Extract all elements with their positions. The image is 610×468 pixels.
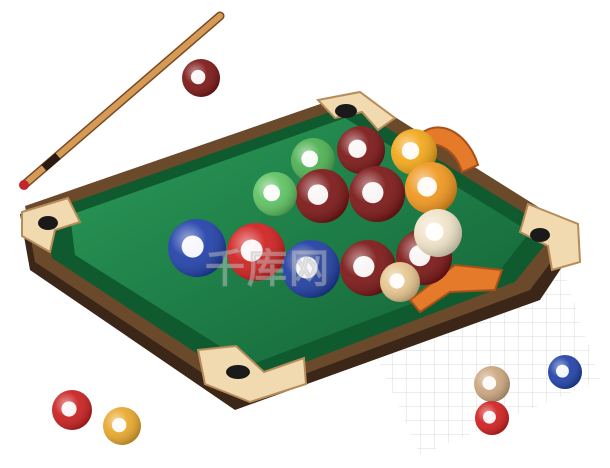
ball-tan-bottom-right	[474, 366, 510, 402]
balls-on-table	[168, 126, 462, 302]
ball-maroon-top	[182, 59, 220, 97]
ball-cream-1	[414, 209, 462, 257]
ball-orange-1	[405, 162, 457, 214]
ball-red-1	[227, 223, 285, 281]
chalk-pieces	[408, 126, 504, 314]
ball-tan-1	[380, 262, 420, 302]
cue-stick	[19, 11, 225, 190]
ball-maroon-1	[337, 126, 385, 174]
ball-blue-2	[282, 240, 340, 298]
corner-pocket-right	[518, 202, 582, 272]
ball-red-bottom-left	[52, 390, 92, 430]
ball-blue-bottom-right	[548, 355, 582, 389]
corner-pocket-bottom	[196, 344, 308, 404]
loose-balls	[52, 59, 582, 445]
ball-red-bottom-right	[475, 401, 509, 435]
ball-green-2	[253, 172, 297, 216]
ball-maroon-3	[349, 166, 405, 222]
ball-blue-1	[168, 219, 226, 277]
cue-tip	[19, 180, 29, 190]
ball-yellow-bottom-left	[103, 407, 141, 445]
ball-maroon-2	[295, 169, 349, 223]
